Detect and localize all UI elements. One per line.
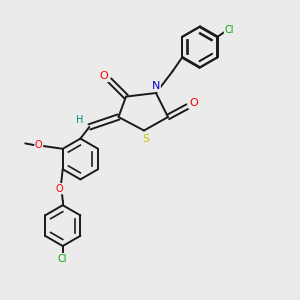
Text: O: O: [35, 140, 43, 150]
Text: S: S: [142, 134, 149, 144]
Text: Cl: Cl: [58, 254, 68, 264]
Text: Cl: Cl: [224, 25, 234, 35]
Text: H: H: [76, 115, 83, 125]
Text: O: O: [189, 98, 198, 109]
Text: O: O: [56, 184, 64, 194]
Text: O: O: [100, 71, 109, 82]
Text: N: N: [152, 81, 160, 92]
